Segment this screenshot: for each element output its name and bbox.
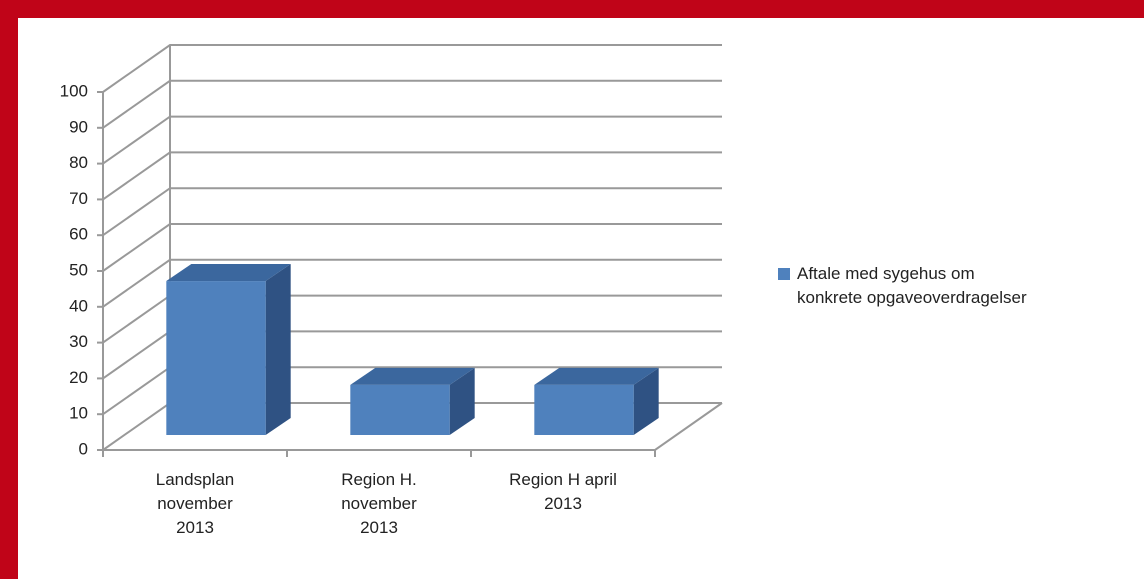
y-tick-label: 90	[69, 117, 88, 136]
x-tick-label: Region H april 2013	[509, 470, 617, 513]
legend-label: Aftale med sygehus om konkrete opgaveove…	[797, 264, 1027, 307]
y-tick-label: 20	[69, 368, 88, 387]
grid-line	[102, 115, 722, 165]
grid-line	[102, 44, 722, 93]
bar	[350, 384, 450, 435]
bar-side	[633, 367, 659, 435]
y-tick-label: 70	[69, 189, 88, 208]
red-band-top	[0, 0, 1144, 18]
bar-top	[534, 367, 659, 385]
grid-line	[102, 187, 722, 237]
y-tick-label: 0	[79, 439, 88, 458]
bar	[534, 384, 634, 435]
y-tick-label: 10	[69, 404, 88, 423]
x-tick-label: Region H. november 2013	[341, 470, 417, 537]
legend-swatch	[778, 268, 790, 280]
bar-top	[166, 264, 291, 282]
y-tick-label: 50	[69, 260, 88, 279]
y-tick-label: 80	[69, 153, 88, 172]
red-band-left	[0, 0, 18, 579]
grid-line	[102, 151, 722, 201]
bar	[166, 281, 266, 435]
bar-side	[265, 264, 291, 435]
grid-line	[102, 79, 722, 129]
x-tick-label: Landsplan november 2013	[155, 470, 235, 537]
y-tick-label: 30	[69, 332, 88, 351]
y-tick-label: 100	[60, 81, 88, 100]
y-tick-label: 60	[69, 225, 88, 244]
bar-side	[449, 367, 475, 435]
bar-top	[350, 367, 475, 385]
y-tick-label: 40	[69, 296, 88, 315]
grid-line	[102, 223, 722, 272]
